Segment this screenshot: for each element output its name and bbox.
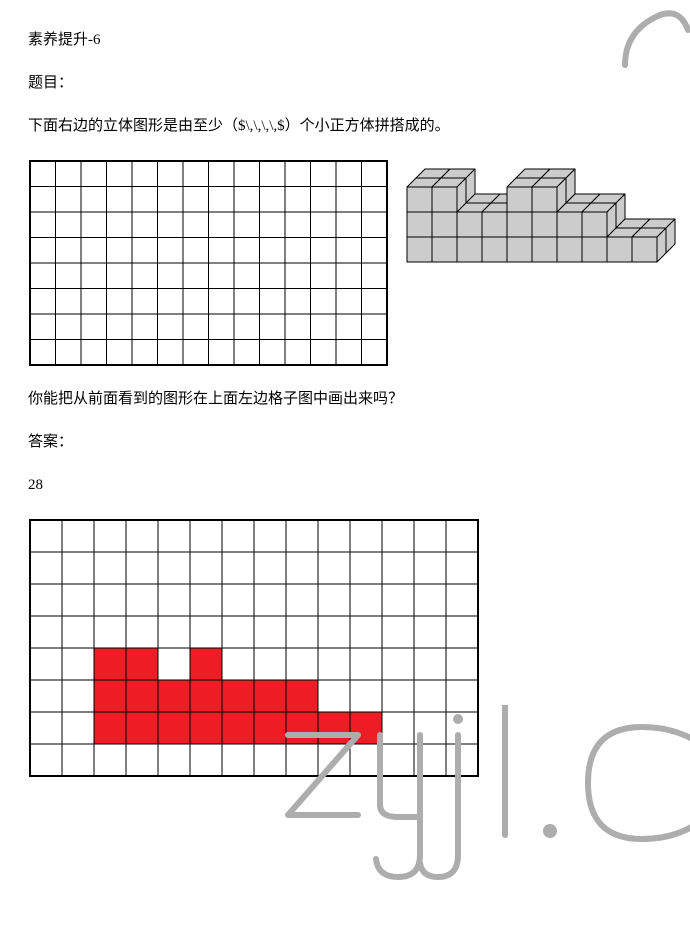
blank-grid	[28, 159, 389, 367]
cube-figure	[403, 159, 679, 266]
figures-row	[28, 159, 662, 367]
question-line-1: 下面右边的立体图形是由至少（$\,\,\,\,$）个小正方体拼搭成的。	[28, 116, 662, 137]
question-label: 题目：	[28, 73, 662, 94]
question-line-2: 你能把从前面看到的图形在上面左边格子图中画出来吗？	[28, 389, 662, 410]
answer-label: 答案：	[28, 432, 662, 453]
answer-value: 28	[28, 475, 662, 496]
answer-grid	[28, 518, 662, 778]
heading: 素养提升-6	[28, 30, 662, 51]
